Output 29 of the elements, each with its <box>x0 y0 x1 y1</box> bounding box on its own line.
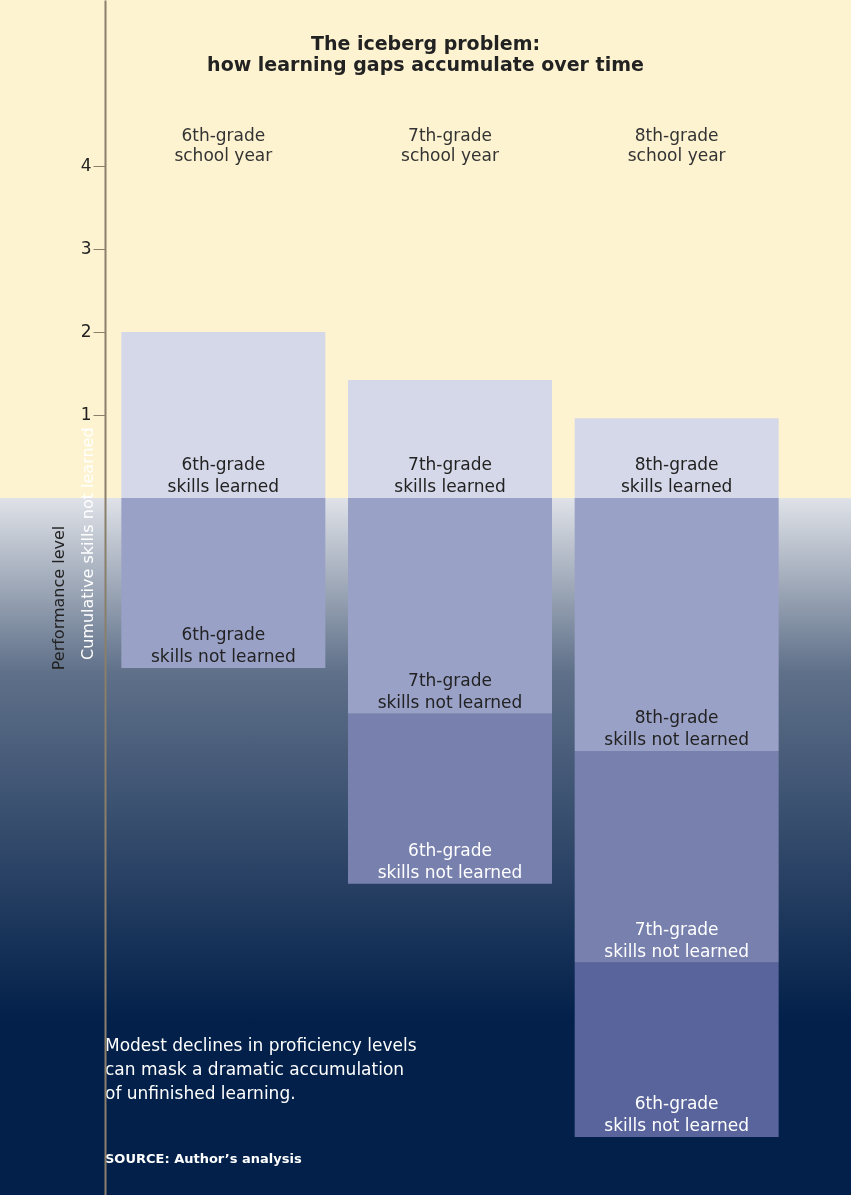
bar <box>574 962 779 1137</box>
y-tick-label: 3 <box>80 238 92 259</box>
annotation: 6th-grade skills not learned <box>377 839 523 882</box>
annotation: 7th-grade skills not learned <box>604 918 750 961</box>
annotation: 8th-grade skills not learned <box>604 707 750 750</box>
annotation: Modest declines in proficiency levels can mask a dramatic accumulation of unfinished learning. <box>105 1034 417 1103</box>
bar <box>121 497 326 669</box>
annotation: 6th-grade skills learned <box>167 453 280 496</box>
bar <box>348 713 552 884</box>
bar <box>121 331 326 498</box>
x-tick-label: 8th-grade school year <box>627 124 726 165</box>
annotation: 6th-grade skills not learned <box>604 1092 750 1135</box>
annotation: 6th-grade skills not learned <box>150 624 296 667</box>
bar <box>574 497 779 752</box>
annotation: 7th-grade skills not learned <box>377 669 523 712</box>
bar <box>574 418 779 498</box>
x-tick-label: 7th-grade school year <box>401 124 499 165</box>
annotation: 7th-grade skills learned <box>394 453 506 496</box>
annotation: 8th-grade skills learned <box>620 453 733 496</box>
bar <box>348 497 552 714</box>
x-tick-label: 6th-grade school year <box>174 124 273 165</box>
bar <box>348 380 552 498</box>
text: The iceberg problem: how learning gaps accumulate over time <box>207 32 644 75</box>
bar <box>574 751 779 963</box>
y-tick-label: 4 <box>80 155 92 176</box>
annotation: SOURCE: Author’s analysis <box>105 1151 302 1167</box>
y-tick-label: 2 <box>80 321 92 342</box>
y-tick-label: 1 <box>80 404 92 425</box>
y-axis-title: Performance level <box>48 525 68 671</box>
